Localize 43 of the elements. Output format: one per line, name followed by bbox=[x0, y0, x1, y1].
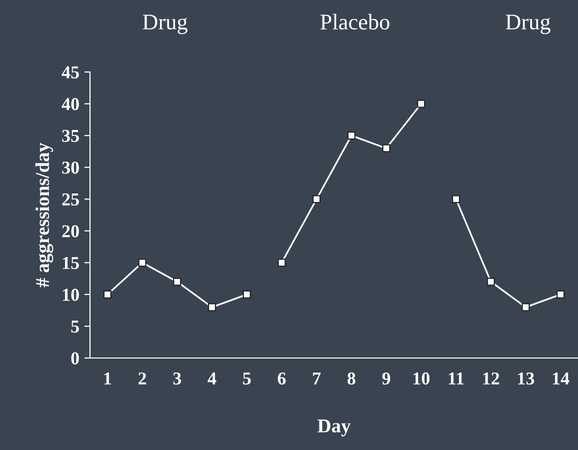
point bbox=[103, 290, 112, 298]
text: Drug bbox=[142, 14, 188, 34]
y-tick-label: 10 bbox=[62, 288, 79, 301]
x-tick-label: 2 bbox=[138, 372, 146, 384]
x-tick-label: 12 bbox=[483, 372, 500, 384]
x-tick-label: 14 bbox=[552, 372, 570, 384]
y-tick-label: 20 bbox=[62, 225, 79, 238]
point bbox=[347, 132, 356, 140]
point bbox=[486, 278, 495, 286]
y-tick-label: 40 bbox=[62, 98, 79, 110]
y-tick-label: 35 bbox=[62, 130, 79, 142]
point bbox=[173, 278, 182, 286]
y-axis-title: # aggressions/day bbox=[35, 142, 54, 288]
x-axis-title: Day bbox=[318, 420, 351, 436]
point bbox=[208, 303, 216, 312]
point bbox=[417, 100, 426, 108]
y-tick-label: 5 bbox=[71, 320, 79, 333]
x-tick-label: 8 bbox=[348, 372, 356, 385]
point bbox=[382, 144, 390, 152]
y-tick-label: 25 bbox=[62, 193, 79, 206]
y-tick-label: 15 bbox=[62, 257, 79, 270]
x-tick-label: 9 bbox=[382, 372, 390, 385]
x-tick-label: 4 bbox=[208, 372, 216, 384]
text: Placebo bbox=[320, 14, 390, 30]
x-tick-label: 13 bbox=[518, 372, 534, 385]
x-tick-label: 3 bbox=[173, 372, 182, 385]
y-tick-label: 45 bbox=[62, 66, 79, 78]
y-tick-label: 30 bbox=[62, 162, 79, 174]
x-tick-label: 6 bbox=[278, 372, 286, 385]
text: Drug bbox=[506, 14, 550, 34]
y-tick-label: 0 bbox=[71, 352, 79, 364]
point bbox=[138, 258, 146, 267]
x-tick-label: 7 bbox=[313, 372, 321, 384]
x-tick-label: 10 bbox=[414, 372, 430, 385]
point bbox=[312, 195, 321, 204]
x-tick-label: 11 bbox=[448, 372, 464, 384]
point bbox=[522, 303, 530, 312]
x-tick-label: 5 bbox=[243, 372, 251, 385]
point bbox=[452, 195, 460, 204]
x-tick-label: 1 bbox=[104, 372, 112, 384]
point bbox=[242, 290, 251, 298]
point bbox=[278, 258, 286, 267]
point bbox=[556, 290, 565, 298]
